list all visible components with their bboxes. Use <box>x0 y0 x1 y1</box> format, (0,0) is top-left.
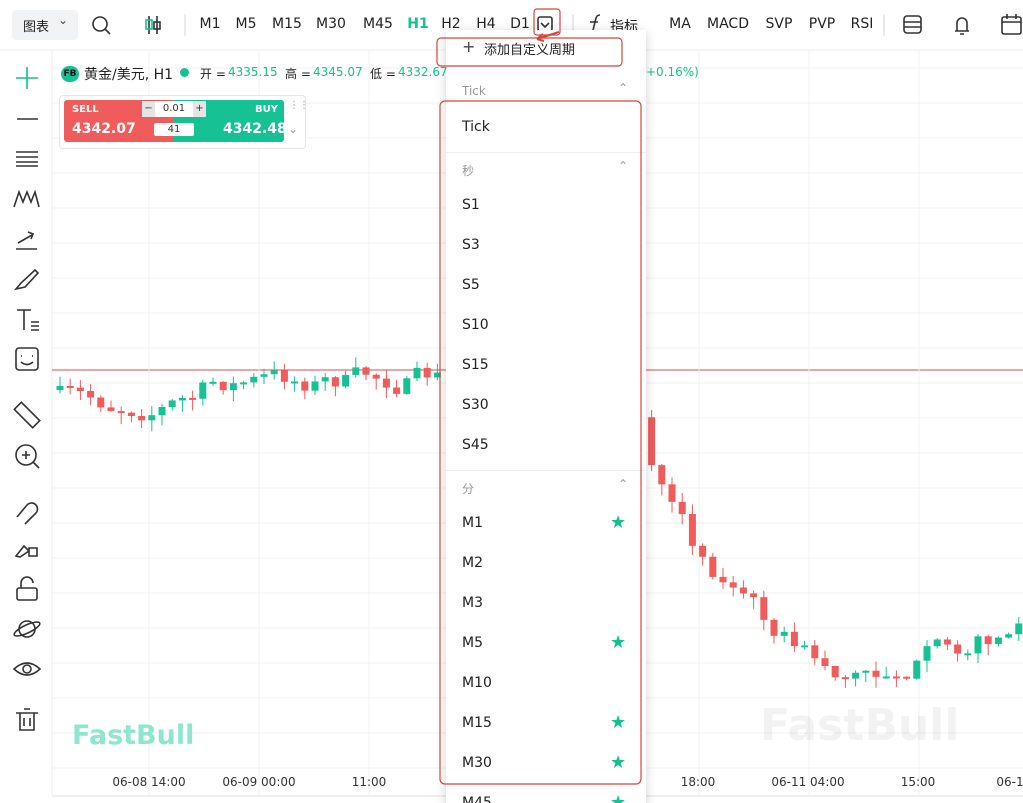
indicator-button[interactable]: MACD <box>707 16 749 32</box>
indicator-button[interactable]: MA <box>669 16 691 32</box>
period-option[interactable]: Tick <box>462 119 490 135</box>
period-button[interactable]: D1 <box>510 16 530 32</box>
favorite-star[interactable]: ★ <box>610 512 627 533</box>
period-button[interactable]: M5 <box>235 16 257 32</box>
change: +0.16%) <box>646 65 699 79</box>
favorite-star[interactable]: ★ <box>610 712 627 733</box>
period-dropdown: + 添加自定义周期 Tick ⌃ Tick 秒 ⌃ S1 S3 S5 S10 S15 S30 S45 分… <box>446 30 646 803</box>
chart-menu-label: 图表 <box>23 20 50 35</box>
period-option[interactable]: M5 <box>462 635 483 651</box>
x-axis-label: 06-08 14:00 <box>112 775 186 789</box>
ohlc-value: 4332.67 <box>398 65 448 79</box>
period-button[interactable]: H4 <box>476 16 496 32</box>
period-option[interactable]: M15 <box>462 715 492 731</box>
period-option[interactable]: S10 <box>462 317 489 333</box>
lot: 0.01 <box>162 103 186 114</box>
lot-input[interactable]: −0.01 + <box>142 101 206 117</box>
period-button[interactable]: M15 <box>272 16 302 32</box>
ohlc-label: 低 = <box>370 67 396 81</box>
x-axis-label: 06-1 <box>996 775 1023 789</box>
divider <box>446 152 646 153</box>
indicator-button[interactable]: PVP <box>808 16 836 32</box>
collapse-caret[interactable]: ⌃ <box>618 81 629 95</box>
x-axis-label: 15:00 <box>900 775 936 789</box>
period-option[interactable]: S3 <box>462 237 480 253</box>
period-option[interactable]: S1 <box>462 197 480 213</box>
sell-label: SELL <box>72 104 99 115</box>
x-axis-label: 18:00 <box>680 775 716 789</box>
section-title: 分 <box>462 482 475 496</box>
ohlc-label: 高 = <box>285 67 311 81</box>
period-option[interactable]: M1 <box>462 515 483 531</box>
period-button[interactable]: H1 <box>407 16 429 32</box>
favorite-star[interactable]: ★ <box>610 632 627 653</box>
buy-label: BUY <box>255 104 278 115</box>
period-button[interactable]: M45 <box>363 16 393 32</box>
plus-icon: + <box>462 37 476 56</box>
ohlc-value: 4335.15 <box>228 65 278 79</box>
ohlc-value: 4345.07 <box>313 65 363 79</box>
indicator-button[interactable]: SVP <box>765 16 793 32</box>
period-button[interactable]: H2 <box>441 16 461 32</box>
period-option[interactable]: M3 <box>462 595 483 611</box>
symbol-badge: FB <box>61 66 79 82</box>
indicator-button[interactable]: RSI <box>850 16 874 32</box>
x-axis-label: 06-11 04:00 <box>771 775 845 789</box>
collapse[interactable]: ⌄ <box>288 122 299 136</box>
divider <box>446 470 646 471</box>
period-option[interactable]: M10 <box>462 675 492 691</box>
period-option[interactable]: S5 <box>462 277 480 293</box>
drag-handle: ⋮⋮ <box>289 100 309 111</box>
period-button[interactable]: M1 <box>199 16 221 32</box>
sell-price: 4342.07 <box>72 121 136 137</box>
favorite-star[interactable]: ★ <box>610 792 627 803</box>
period-button[interactable]: M30 <box>316 16 346 32</box>
buy-price: 4342.48 <box>223 121 287 137</box>
collapse-caret[interactable]: ⌃ <box>618 477 629 491</box>
favorite-star[interactable]: ★ <box>610 752 627 773</box>
watermark: FastBull <box>72 720 195 751</box>
ohlc-label: 开 = <box>200 67 226 81</box>
left-toolbar <box>12 67 42 731</box>
chart-menu-button[interactable] <box>12 10 78 40</box>
watermark: FastBull <box>760 700 960 751</box>
x-axis-label: 06-09 00:00 <box>222 775 296 789</box>
spread: 41 <box>154 123 194 136</box>
period-option[interactable]: S45 <box>462 437 489 453</box>
add-custom-period[interactable]: 添加自定义周期 <box>484 43 576 58</box>
x-axis-label: 11:00 <box>351 775 387 789</box>
period-option[interactable]: M2 <box>462 555 483 571</box>
period-option[interactable]: M45 <box>462 795 492 803</box>
status-dot <box>180 68 189 77</box>
period-option[interactable]: M30 <box>462 755 492 771</box>
caret: ⌄ <box>58 13 69 27</box>
period-option[interactable]: S30 <box>462 397 489 413</box>
period-option[interactable]: S15 <box>462 357 489 373</box>
symbol-name: 黄金/美元, H1 <box>84 67 174 83</box>
section-title: 秒 <box>462 164 475 178</box>
section-title: Tick <box>462 84 486 98</box>
collapse-caret[interactable]: ⌃ <box>618 159 629 173</box>
